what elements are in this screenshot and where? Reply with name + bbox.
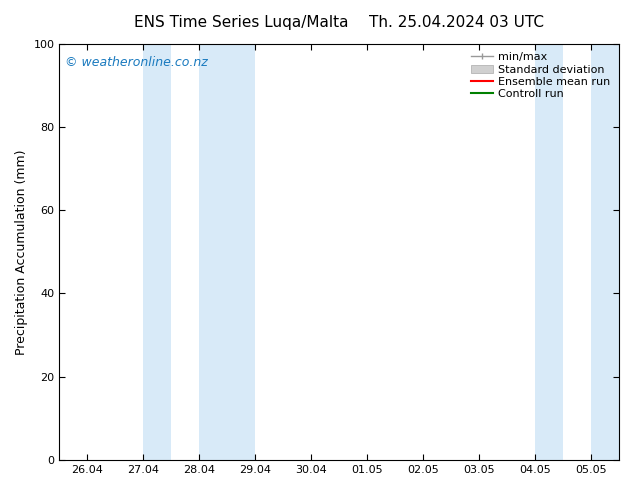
Bar [535, 44, 563, 460]
Y-axis label: Precipitation Accumulation (mm): Precipitation Accumulation (mm) [15, 149, 28, 355]
Legend: min/max, Standard deviation, Ensemble mean run, Controll run: min/max, Standard deviation, Ensemble me… [468, 49, 614, 102]
Bar [591, 44, 619, 460]
Bar [199, 44, 256, 460]
Text: ENS Time Series Luqa/Malta: ENS Time Series Luqa/Malta [134, 15, 348, 30]
Text: © weatheronline.co.nz: © weatheronline.co.nz [65, 56, 208, 69]
Bar [143, 44, 171, 460]
Text: Th. 25.04.2024 03 UTC: Th. 25.04.2024 03 UTC [369, 15, 544, 30]
